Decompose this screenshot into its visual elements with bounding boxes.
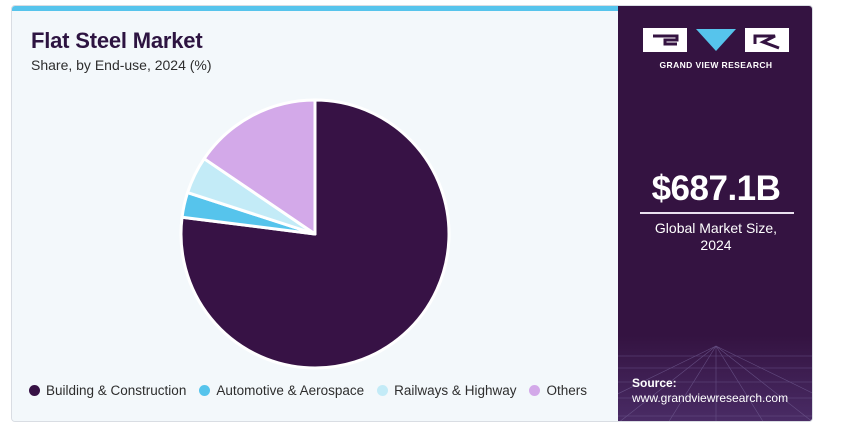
- brand-logo: GRAND VIEW RESEARCH: [643, 28, 789, 70]
- legend-label: Others: [546, 383, 587, 398]
- infographic-card: Flat Steel Market Share, by End-use, 202…: [11, 5, 813, 422]
- chart-legend: Building & Construction Automotive & Aer…: [29, 383, 600, 398]
- legend-label: Railways & Highway: [394, 383, 517, 398]
- market-size-value: $687.1B: [651, 169, 781, 208]
- legend-swatch: [29, 385, 40, 396]
- legend-item-railways: Railways & Highway: [377, 383, 516, 398]
- kpi-divider: [640, 212, 794, 214]
- chart-title: Flat Steel Market: [31, 28, 203, 53]
- source-label: Source:: [632, 376, 677, 390]
- brand-name: GRAND VIEW RESEARCH: [659, 60, 773, 70]
- kpi-label-line2: 2024: [700, 237, 732, 253]
- legend-item-others: Others: [529, 383, 587, 398]
- chart-panel: Flat Steel Market Share, by End-use, 202…: [12, 6, 618, 421]
- decorative-grid: [618, 336, 812, 421]
- source-note: Source: www.grandviewresearch.com: [632, 376, 788, 406]
- sidebar-panel: GRAND VIEW RESEARCH $687.1B Global Marke…: [618, 6, 812, 421]
- accent-strip: [12, 6, 618, 11]
- legend-swatch: [529, 385, 541, 396]
- market-size-label: Global Market Size, 2024: [618, 220, 812, 254]
- grand-view-research-logo-icon: [643, 28, 789, 52]
- legend-label: Building & Construction: [46, 383, 187, 398]
- legend-label: Automotive & Aerospace: [216, 383, 365, 398]
- chart-subtitle: Share, by End-use, 2024 (%): [31, 57, 212, 73]
- kpi-label-line1: Global Market Size,: [654, 220, 778, 236]
- legend-item-automotive: Automotive & Aerospace: [199, 383, 364, 398]
- slice-others: [202, 98, 317, 236]
- legend-swatch: [377, 385, 389, 396]
- source-url[interactable]: www.grandviewresearch.com: [632, 391, 789, 405]
- legend-swatch: [199, 385, 211, 396]
- pie-slices: [179, 98, 451, 370]
- legend-item-building: Building & Construction: [29, 383, 186, 398]
- pie-chart: [179, 98, 451, 370]
